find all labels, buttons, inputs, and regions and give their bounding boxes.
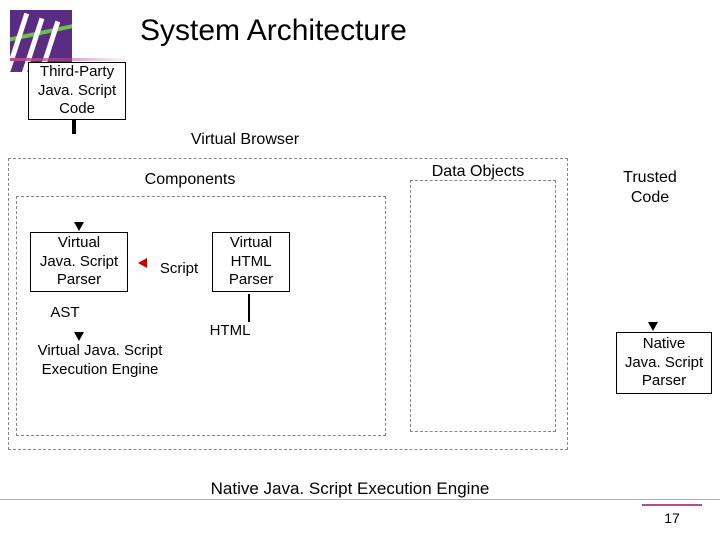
label-components: Components [130, 170, 250, 190]
node-virtual-html-parser: VirtualHTMLParser [212, 232, 290, 292]
node-native-js-parser: NativeJava. ScriptParser [616, 332, 712, 394]
footer-divider [0, 499, 720, 500]
page-number: 17 [642, 504, 702, 526]
node-virtual-js-parser: VirtualJava. ScriptParser [30, 232, 128, 292]
title-underline [10, 58, 130, 61]
label-data-objects: Data Objects [418, 162, 538, 182]
node-trusted-code: TrustedCode [610, 168, 690, 208]
data-objects-region [410, 180, 556, 432]
node-third-party-code: Third-PartyJava. ScriptCode [28, 62, 126, 120]
page-title: System Architecture [140, 14, 407, 48]
label-script: Script [154, 260, 204, 280]
node-virtual-js-exec-engine: Virtual Java. ScriptExecution Engine [20, 342, 180, 382]
node-native-js-exec-engine: Native Java. Script Execution Engine [190, 478, 510, 500]
label-virtual-browser: Virtual Browser [170, 130, 320, 152]
label-html: HTML [200, 322, 260, 342]
label-ast: AST [40, 304, 90, 324]
